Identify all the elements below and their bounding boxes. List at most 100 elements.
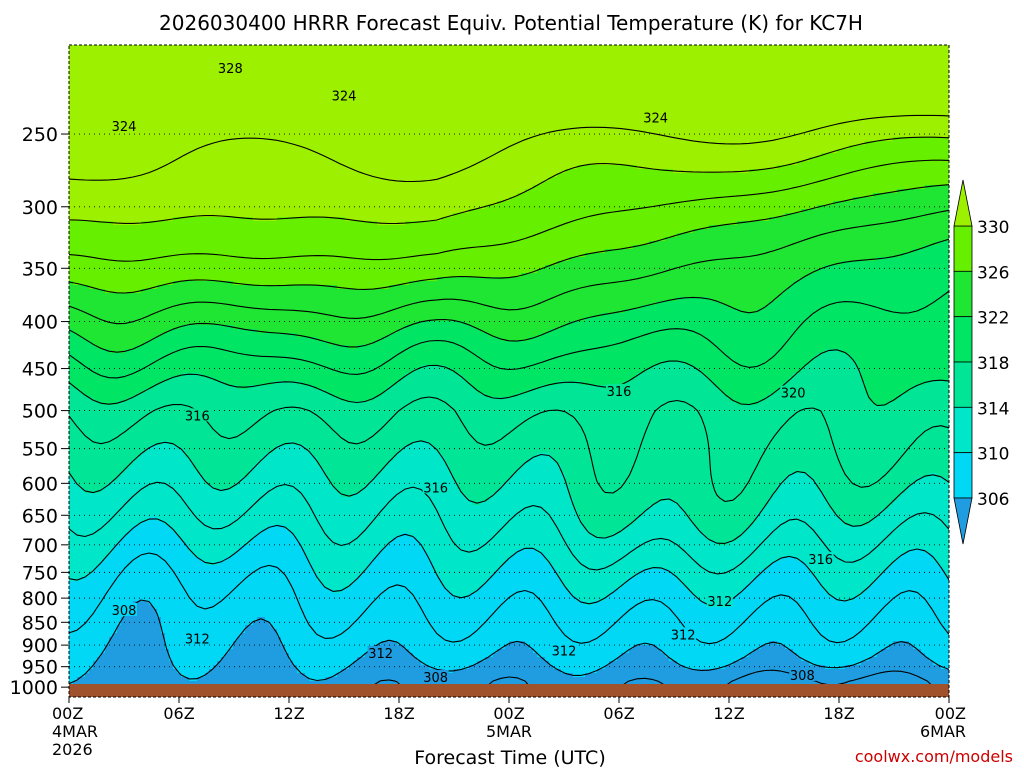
- contour-fill-cell: [69, 649, 106, 654]
- contour-fill-cell: [553, 565, 770, 570]
- contour-fill-cell: [917, 477, 946, 482]
- contour-fill-cell: [89, 573, 318, 578]
- contour-fill-cell: [757, 513, 838, 518]
- contour-fill-cell: [925, 245, 949, 250]
- contour-fill-cell: [137, 393, 334, 398]
- contour-fill-cell: [757, 573, 814, 578]
- contour-fill-cell: [401, 377, 466, 382]
- contour-fill-cell: [489, 497, 574, 502]
- contour-label-bg: [422, 480, 449, 494]
- contour-fill-cell: [101, 489, 338, 494]
- contour-fill-cell: [377, 473, 454, 478]
- contour-fill-cell: [69, 425, 949, 430]
- contour-fill-cell: [909, 641, 949, 646]
- contour-fill-cell: [565, 477, 786, 482]
- contour-label-bg: [789, 667, 816, 681]
- contour-fill-cell: [69, 501, 474, 506]
- contour-fill-cell: [69, 85, 949, 90]
- contour-fill-cell: [445, 461, 526, 466]
- contour-fill-cell: [805, 561, 894, 566]
- contour-fill-cell: [677, 297, 710, 302]
- contour-fill-cell: [289, 529, 590, 534]
- contour-fill-cell: [677, 233, 949, 238]
- contour-fill-cell: [69, 389, 82, 394]
- contour-fill-cell: [277, 217, 346, 222]
- colorbar-label: 326: [977, 263, 1009, 283]
- contour-fill-cell: [69, 241, 650, 246]
- contour-line-328: [69, 159, 949, 262]
- contour-fill-cell: [389, 285, 790, 290]
- contour-label-bg: [184, 631, 211, 645]
- contour-fill-cell: [69, 269, 538, 274]
- contour-fill-cell: [189, 549, 238, 554]
- contour-fill-cell: [421, 545, 949, 550]
- contour-lines: [69, 114, 949, 697]
- contour-fill-cell: [69, 673, 86, 678]
- contour-fill-cell: [469, 209, 802, 214]
- contour-fill-cell: [121, 473, 202, 478]
- contour-fill-cell: [69, 421, 949, 426]
- contour-fill-cell: [401, 449, 438, 454]
- contour-fill-cell: [673, 169, 750, 174]
- contour-fill-cell: [449, 589, 478, 594]
- contour-fill-cell: [489, 333, 542, 338]
- contour-labels: 328 324 324 324 320 316 316 316 316 312 312 312 312 3…: [111, 61, 834, 686]
- contour-fill-cell: [861, 661, 934, 666]
- contour-fill-cell: [69, 629, 118, 634]
- contour-fill-cell: [509, 557, 546, 562]
- contour-fill-cell: [793, 649, 882, 654]
- contour-fill-cell: [293, 661, 354, 666]
- contour-fill-cell: [845, 665, 942, 670]
- contour-fill-cell: [317, 461, 390, 466]
- contour-fill-cell: [321, 581, 354, 586]
- contour-line-314: [69, 440, 949, 544]
- contour-fill-cell: [825, 349, 842, 354]
- contour-fill-cell: [833, 201, 949, 206]
- contour-fill-cell: [925, 381, 949, 386]
- contour-fill-cell: [749, 581, 822, 586]
- contour-fill-cell: [625, 581, 682, 586]
- contour-fill-cell: [69, 305, 642, 310]
- contour-label-bg: [367, 646, 394, 660]
- contour-fill-cell: [685, 665, 726, 670]
- credit-link[interactable]: coolwx.com/models: [855, 747, 1013, 766]
- contour-fill-cell: [297, 669, 342, 674]
- contour-label: 324: [643, 112, 668, 127]
- contour-fill-cell: [69, 537, 122, 542]
- contour-fill-cell: [273, 449, 310, 454]
- contour-fill-cell: [169, 653, 226, 658]
- contour-fill-cell: [797, 653, 878, 658]
- contour-fill-cell: [169, 441, 290, 446]
- contour-fill-cell: [69, 645, 106, 650]
- contour-fill-cell: [69, 141, 866, 146]
- contour-fill-cell: [301, 381, 398, 386]
- contour-fill-cell: [69, 625, 118, 630]
- contour-line-330: [69, 136, 949, 225]
- contour-label-bg: [670, 627, 697, 641]
- contour-fill-cell: [453, 369, 646, 374]
- contour-fill-cell: [161, 617, 258, 622]
- contour-fill-cell: [945, 569, 949, 574]
- contour-fill-cell: [69, 565, 98, 570]
- contour-fill-cell: [937, 473, 949, 478]
- contour-fill-cell: [777, 297, 949, 302]
- contour-fill-cell: [81, 389, 146, 394]
- contour-fill-cell: [581, 517, 638, 522]
- contour-fill-cell: [493, 493, 570, 498]
- contour-fill-cell: [97, 565, 314, 570]
- contour-fill-cell: [877, 257, 949, 262]
- contour-fill-cell: [73, 477, 118, 482]
- contour-fill-cell: [757, 517, 842, 522]
- contour-fill-cell: [749, 525, 949, 530]
- contour-fill-cell: [881, 573, 946, 578]
- contour-fill-cell: [609, 661, 678, 666]
- contour-fill-cell: [369, 565, 434, 570]
- contour-fill-cell: [561, 465, 949, 470]
- contour-fill-cell: [69, 373, 182, 378]
- contour-fill-cell: [765, 305, 949, 310]
- contour-fill-cell: [205, 477, 242, 482]
- y-axis: 2503003504004505005506006507007508008509…: [10, 124, 69, 699]
- contour-fill-cell: [69, 313, 602, 318]
- contour-fill-cell: [233, 641, 282, 646]
- contour-fill-cell: [913, 481, 949, 486]
